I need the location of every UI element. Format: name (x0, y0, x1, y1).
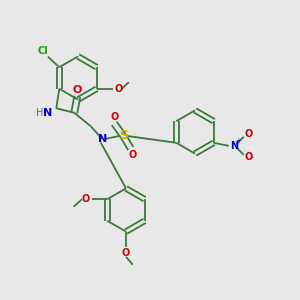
Text: O: O (114, 84, 122, 94)
Text: O: O (128, 150, 136, 160)
Text: N: N (43, 108, 52, 118)
Text: N: N (230, 141, 238, 151)
Text: S: S (119, 129, 128, 142)
Text: O: O (244, 152, 253, 162)
Text: +: + (236, 138, 241, 144)
Text: O: O (73, 85, 82, 95)
Text: O: O (82, 194, 90, 204)
Text: -: - (250, 153, 254, 162)
Text: Cl: Cl (37, 46, 48, 56)
Text: O: O (244, 129, 253, 140)
Text: H: H (36, 108, 44, 118)
Text: N: N (98, 134, 107, 145)
Text: O: O (110, 112, 118, 122)
Text: O: O (122, 248, 130, 258)
